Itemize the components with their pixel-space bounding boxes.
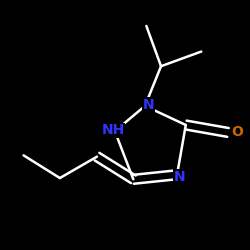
Text: NH: NH xyxy=(102,123,125,137)
Text: N: N xyxy=(143,98,154,112)
Text: N: N xyxy=(174,170,186,183)
Text: O: O xyxy=(231,126,243,140)
